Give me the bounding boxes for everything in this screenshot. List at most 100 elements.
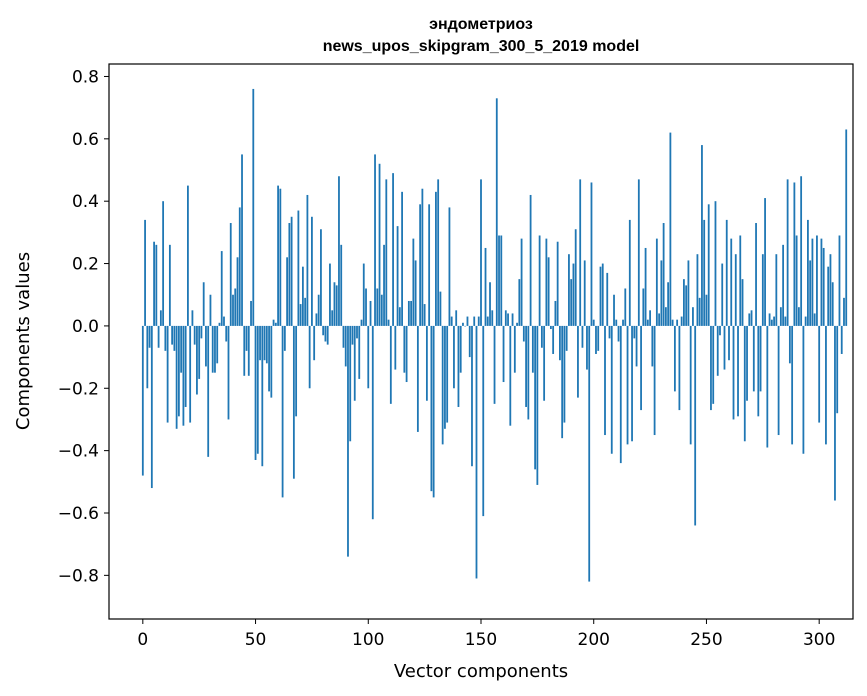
bar-224 <box>646 319 649 326</box>
bar-170 <box>525 325 527 407</box>
bar-146 <box>471 325 473 467</box>
bar-304 <box>827 266 830 326</box>
bar-251 <box>707 204 710 326</box>
bar-80 <box>322 325 325 336</box>
bar-219 <box>635 325 638 367</box>
bar-196 <box>583 260 586 326</box>
bar-300 <box>818 325 821 423</box>
bar-10 <box>164 325 167 351</box>
x-axis-label: Vector components <box>394 661 568 682</box>
bar-99 <box>365 288 367 326</box>
bar-257 <box>721 263 724 326</box>
bar-1 <box>144 219 146 326</box>
bar-158 <box>498 235 500 326</box>
bar-281 <box>775 254 778 326</box>
bar-312 <box>845 129 848 326</box>
bar-109 <box>387 319 390 326</box>
bar-106 <box>380 294 383 326</box>
bar-94 <box>353 325 356 401</box>
bar-143 <box>464 325 467 327</box>
bar-145 <box>468 325 471 358</box>
bar-93 <box>351 325 354 345</box>
bar-111 <box>392 173 394 326</box>
bar-47 <box>247 325 250 376</box>
bar-83 <box>329 263 331 326</box>
bar-200 <box>592 319 595 326</box>
bar-141 <box>459 325 462 373</box>
bar-114 <box>398 307 401 326</box>
bar-266 <box>741 279 744 326</box>
bar-62 <box>281 325 284 498</box>
bar-288 <box>791 325 794 445</box>
bar-13 <box>171 325 174 345</box>
y-tick-label: −0.8 <box>58 566 99 586</box>
bar-72 <box>304 297 307 326</box>
bar-125 <box>423 304 426 326</box>
y-tick-label: −0.2 <box>58 379 99 399</box>
bar-310 <box>840 325 843 354</box>
bar-295 <box>807 219 809 326</box>
bar-122 <box>416 325 419 432</box>
bar-95 <box>356 325 358 339</box>
bar-123 <box>419 204 422 326</box>
bar-250 <box>705 294 708 326</box>
bar-226 <box>651 325 654 367</box>
bar-227 <box>653 325 656 436</box>
bar-180 <box>547 257 550 326</box>
bar-225 <box>649 310 651 326</box>
bar-26 <box>200 325 203 339</box>
bar-187 <box>563 325 566 423</box>
bar-90 <box>344 325 347 367</box>
bar-147 <box>473 316 476 326</box>
bar-160 <box>502 325 505 383</box>
bars-group <box>141 88 848 582</box>
bar-19 <box>184 325 187 407</box>
bar-230 <box>660 260 663 326</box>
bar-140 <box>457 325 460 407</box>
bar-131 <box>437 179 440 326</box>
bar-248 <box>701 145 703 326</box>
bar-197 <box>586 325 588 370</box>
bar-305 <box>829 254 832 326</box>
y-tick-label: 0.2 <box>72 255 99 275</box>
bar-239 <box>680 316 683 326</box>
bar-275 <box>761 254 764 326</box>
bar-29 <box>207 325 210 457</box>
bar-201 <box>595 325 597 354</box>
bar-167 <box>518 279 521 326</box>
bar-240 <box>683 279 685 326</box>
bar-307 <box>834 325 836 501</box>
bar-171 <box>527 325 530 420</box>
bar-191 <box>572 263 575 326</box>
bar-64 <box>286 257 289 326</box>
bar-30 <box>209 294 212 326</box>
bar-0 <box>141 325 144 476</box>
bar-56 <box>268 325 270 392</box>
bar-85 <box>333 282 336 326</box>
bar-115 <box>401 191 403 326</box>
bar-38 <box>227 325 230 420</box>
bar-24 <box>196 325 198 395</box>
bar-172 <box>529 194 532 326</box>
bar-54 <box>263 325 266 361</box>
bar-193 <box>577 325 579 398</box>
bar-188 <box>565 325 568 351</box>
bar-184 <box>556 241 559 326</box>
bar-40 <box>232 294 234 326</box>
bar-132 <box>439 291 442 326</box>
bar-55 <box>265 325 268 364</box>
bar-222 <box>642 288 645 326</box>
bar-50 <box>254 325 257 460</box>
bar-189 <box>568 254 570 326</box>
bar-69 <box>297 210 300 326</box>
bar-6 <box>155 244 158 326</box>
bar-149 <box>477 316 480 326</box>
bar-3 <box>148 325 151 348</box>
bar-285 <box>784 316 787 326</box>
bar-67 <box>292 325 295 479</box>
bar-14 <box>173 325 176 351</box>
bar-293 <box>802 325 805 454</box>
bar-270 <box>750 310 753 326</box>
bar-234 <box>669 132 672 326</box>
